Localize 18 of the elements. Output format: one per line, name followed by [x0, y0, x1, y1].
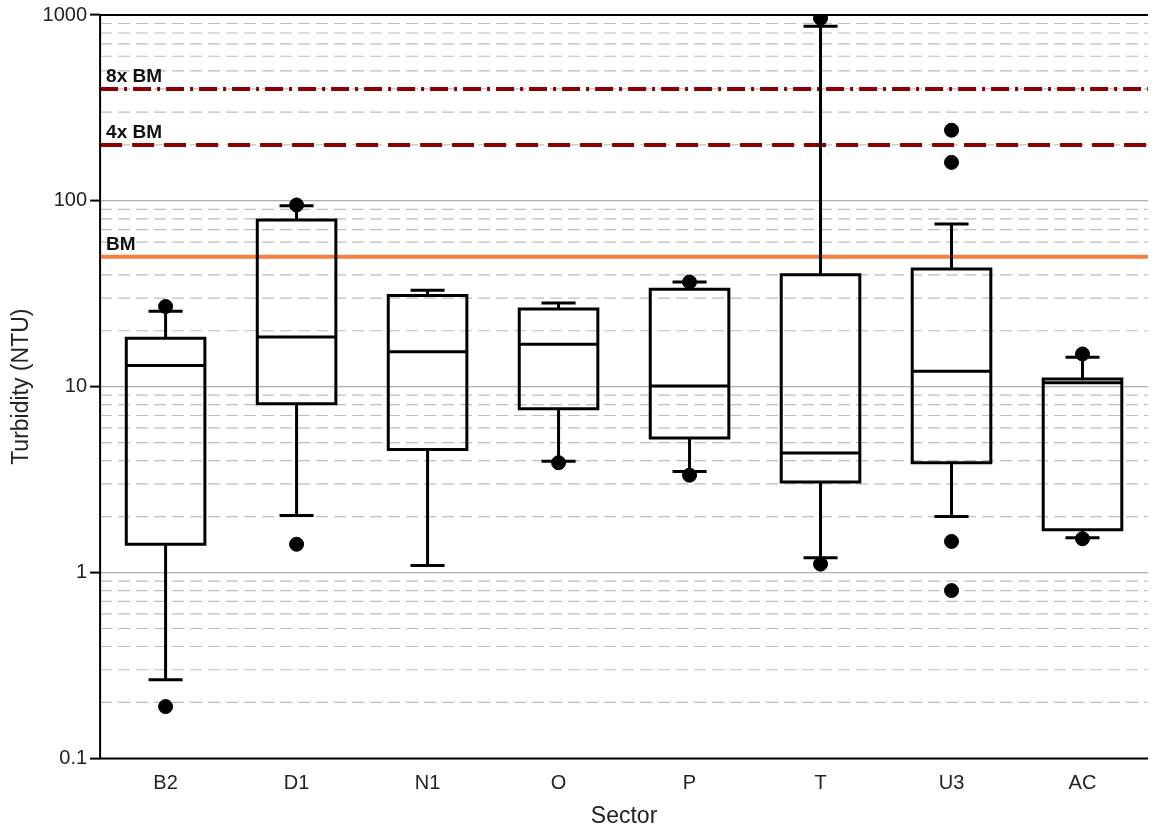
y-tick-label: 100 [53, 188, 88, 211]
y-axis-title: Turbidity (NTU) [7, 308, 34, 465]
x-tick-label: AC [1068, 770, 1097, 793]
y-tick-label: 10 [64, 374, 88, 397]
x-tick-label: P [682, 770, 697, 793]
ref-line-label: 4x BM [106, 120, 163, 142]
ref-line-label: 8x BM [106, 64, 163, 86]
y-tick-label: 1000 [42, 2, 88, 25]
x-tick-label: U3 [938, 770, 965, 793]
x-tick-label: D1 [283, 770, 310, 793]
y-tick-label: 1 [75, 560, 88, 583]
x-tick-label: T [814, 770, 827, 793]
y-tick-label: 0.1 [59, 745, 88, 768]
ref-line-label: BM [106, 232, 136, 254]
x-axis-title: Sector [590, 801, 658, 828]
x-tick-label: O [550, 770, 567, 793]
x-tick-label: B2 [153, 770, 178, 793]
x-tick-label: N1 [414, 770, 441, 793]
